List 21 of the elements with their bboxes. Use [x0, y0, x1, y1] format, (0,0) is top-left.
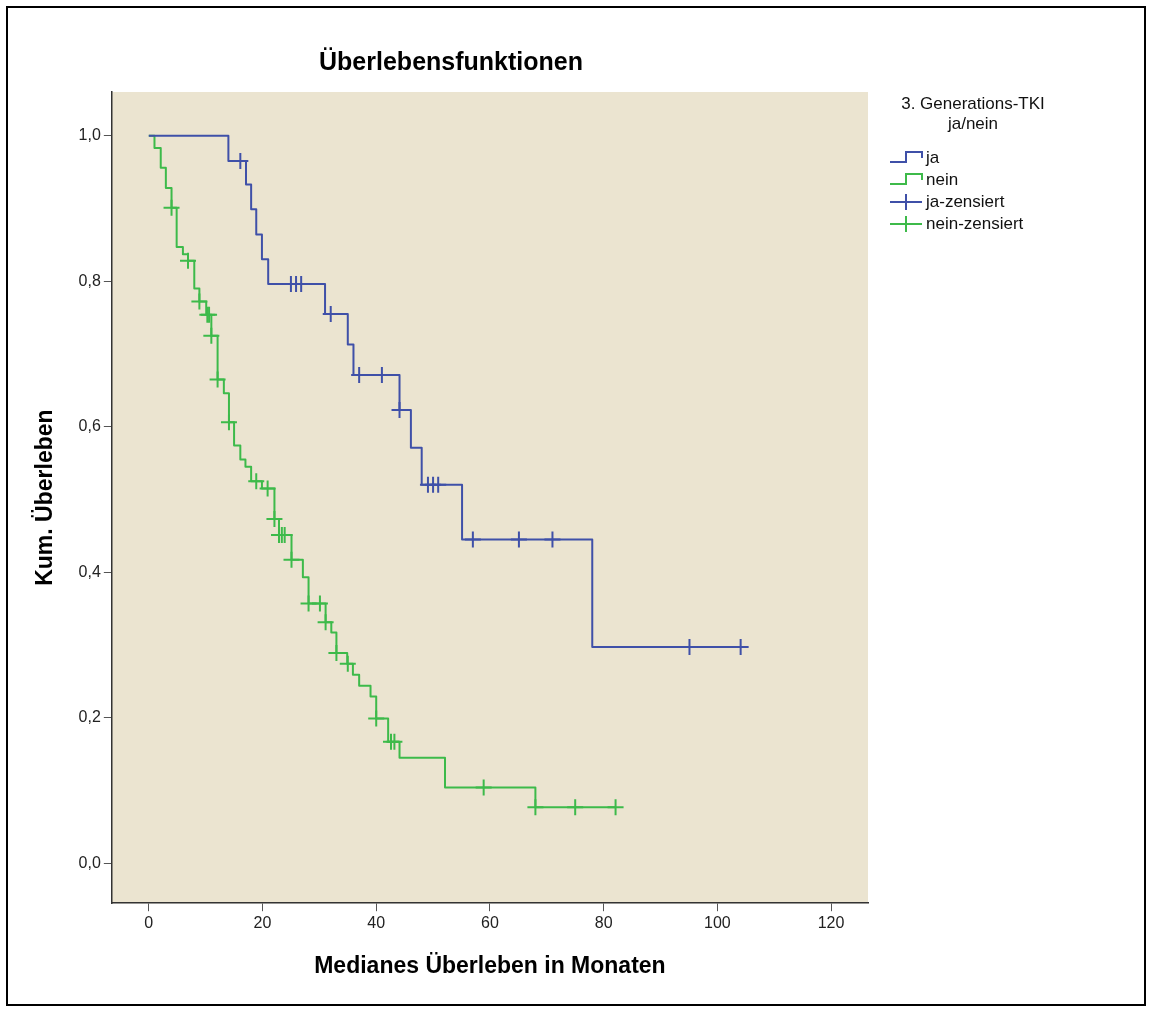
- legend-label: ja: [926, 148, 940, 169]
- x-tick-label: 80: [594, 914, 613, 932]
- x-tick-label: 100: [703, 914, 731, 932]
- x-tick-label: 20: [253, 914, 272, 932]
- legend-label: nein: [926, 170, 959, 191]
- x-tick-label: 60: [481, 914, 499, 932]
- legend-label: ja-zensiert: [926, 192, 1005, 213]
- y-tick-label: 0,2: [78, 708, 101, 726]
- x-tick-label: 40: [367, 914, 386, 932]
- y-tick-label: 0,4: [78, 562, 101, 580]
- x-axis-title: Medianes Überleben in Monaten: [314, 951, 666, 978]
- legend-label: nein-zensiert: [926, 214, 1024, 235]
- y-tick-label: 0,8: [78, 271, 101, 289]
- x-tick-label: 0: [144, 914, 154, 932]
- chart-title: Überlebensfunktionen: [319, 46, 583, 75]
- y-axis-title: Kum. Überleben: [31, 409, 58, 586]
- y-tick-label: 0,0: [78, 853, 101, 871]
- y-tick-label: 1,0: [78, 126, 101, 144]
- y-tick-label: 0,6: [78, 417, 101, 435]
- legend-title: 3. Generations-TKI ja/nein: [900, 94, 1046, 134]
- x-tick-label: 120: [817, 914, 845, 932]
